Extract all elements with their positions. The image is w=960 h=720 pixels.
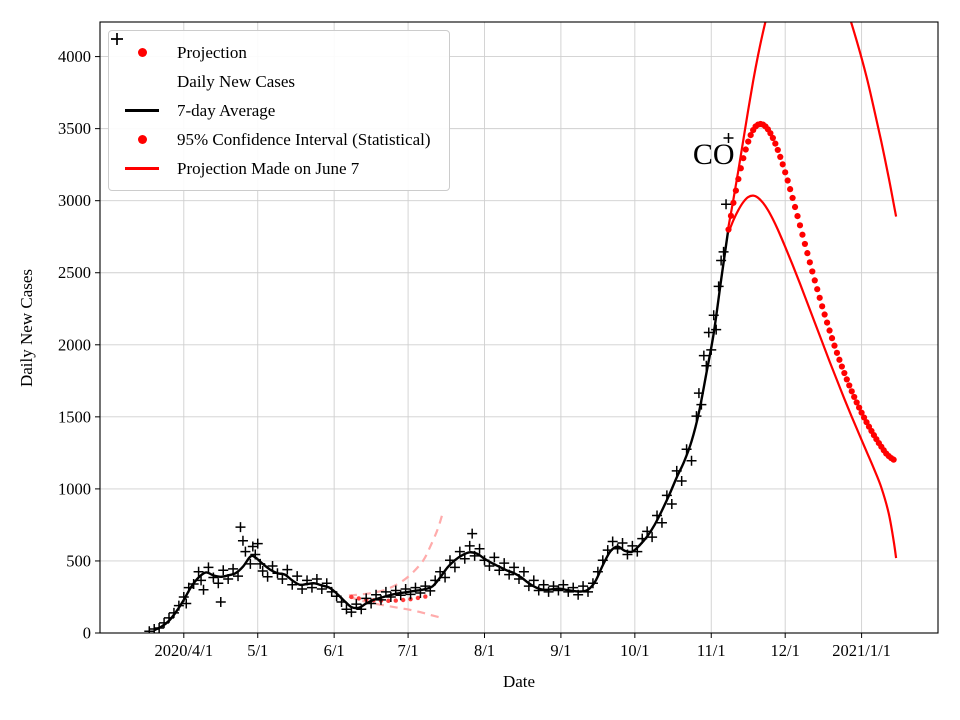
svg-text:1000: 1000 bbox=[58, 479, 91, 498]
series-seven-day-average bbox=[153, 227, 730, 632]
svg-text:0: 0 bbox=[83, 624, 91, 643]
svg-text:6/1: 6/1 bbox=[324, 641, 345, 660]
svg-text:2000: 2000 bbox=[58, 335, 91, 354]
series-june7-ci-upper bbox=[348, 513, 444, 597]
legend-item-1: Daily New Cases bbox=[111, 33, 431, 96]
svg-text:12/1: 12/1 bbox=[771, 641, 800, 660]
legend-label: Daily New Cases bbox=[177, 71, 296, 91]
dot-marker-icon bbox=[119, 48, 165, 57]
tick-marks bbox=[95, 56, 863, 638]
dot-marker-icon bbox=[119, 135, 165, 144]
legend-item-0: Projection bbox=[119, 38, 431, 67]
svg-text:11/1: 11/1 bbox=[697, 641, 726, 660]
series-daily-new-cases bbox=[144, 133, 734, 633]
series-ci-upper bbox=[727, 22, 898, 227]
series-layer bbox=[144, 22, 898, 633]
line-marker-icon bbox=[119, 109, 165, 112]
svg-text:500: 500 bbox=[66, 551, 91, 570]
legend-label: Projection Made on June 7 bbox=[177, 158, 360, 178]
svg-text:2020/4/1: 2020/4/1 bbox=[154, 641, 213, 660]
legend-item-3: 95% Confidence Interval (Statistical) bbox=[119, 125, 431, 154]
tick-labels: 2020/4/1 5/1 6/1 7/1 8/1 9/1 10/1 11/1 12/1 2021/… bbox=[58, 47, 891, 660]
svg-text:8/1: 8/1 bbox=[474, 641, 495, 660]
x-axis-label: Date bbox=[502, 672, 536, 691]
legend-label: 7-day Average bbox=[177, 100, 276, 120]
legend-item-4: Projection Made on June 7 bbox=[119, 154, 431, 183]
legend: Projection Daily New Cases 7-day Average 95… bbox=[108, 30, 450, 191]
svg-text:1500: 1500 bbox=[58, 407, 91, 426]
svg-text:2021/1/1: 2021/1/1 bbox=[832, 641, 891, 660]
svg-text:9/1: 9/1 bbox=[550, 641, 571, 660]
svg-text:3500: 3500 bbox=[58, 119, 91, 138]
svg-text:10/1: 10/1 bbox=[620, 641, 649, 660]
series-projection bbox=[725, 120, 897, 463]
line-marker-icon bbox=[119, 167, 165, 170]
svg-text:5/1: 5/1 bbox=[247, 641, 268, 660]
legend-label: 95% Confidence Interval (Statistical) bbox=[177, 129, 431, 149]
legend-label: Projection bbox=[177, 42, 247, 62]
legend-item-2: 7-day Average bbox=[119, 96, 431, 125]
state-annotation: CO bbox=[693, 138, 735, 171]
y-axis-label: Daily New Cases bbox=[17, 268, 36, 388]
series-ci-lower bbox=[727, 194, 898, 559]
svg-text:4000: 4000 bbox=[58, 47, 91, 66]
svg-text:2500: 2500 bbox=[58, 263, 91, 282]
svg-text:7/1: 7/1 bbox=[398, 641, 419, 660]
axes-box bbox=[99, 21, 939, 634]
svg-text:3000: 3000 bbox=[58, 191, 91, 210]
